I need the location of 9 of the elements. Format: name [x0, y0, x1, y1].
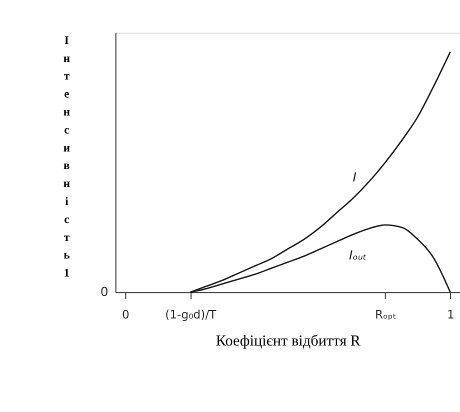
x-tick-label: (1-g₀d)/T — [165, 308, 218, 322]
series-label: I — [352, 170, 357, 185]
series-label: Iₒᵤₜ — [349, 248, 367, 263]
text: Інтенсивність1 — [63, 34, 70, 280]
x-tick-label: 1 — [446, 308, 454, 322]
text: 0 — [100, 284, 108, 299]
x-tick-label: 0 — [122, 308, 130, 322]
x-tick-label: Rₒₚₜ — [375, 308, 396, 322]
x-axis-title: Коефіцієнт відбиття R — [216, 332, 362, 350]
